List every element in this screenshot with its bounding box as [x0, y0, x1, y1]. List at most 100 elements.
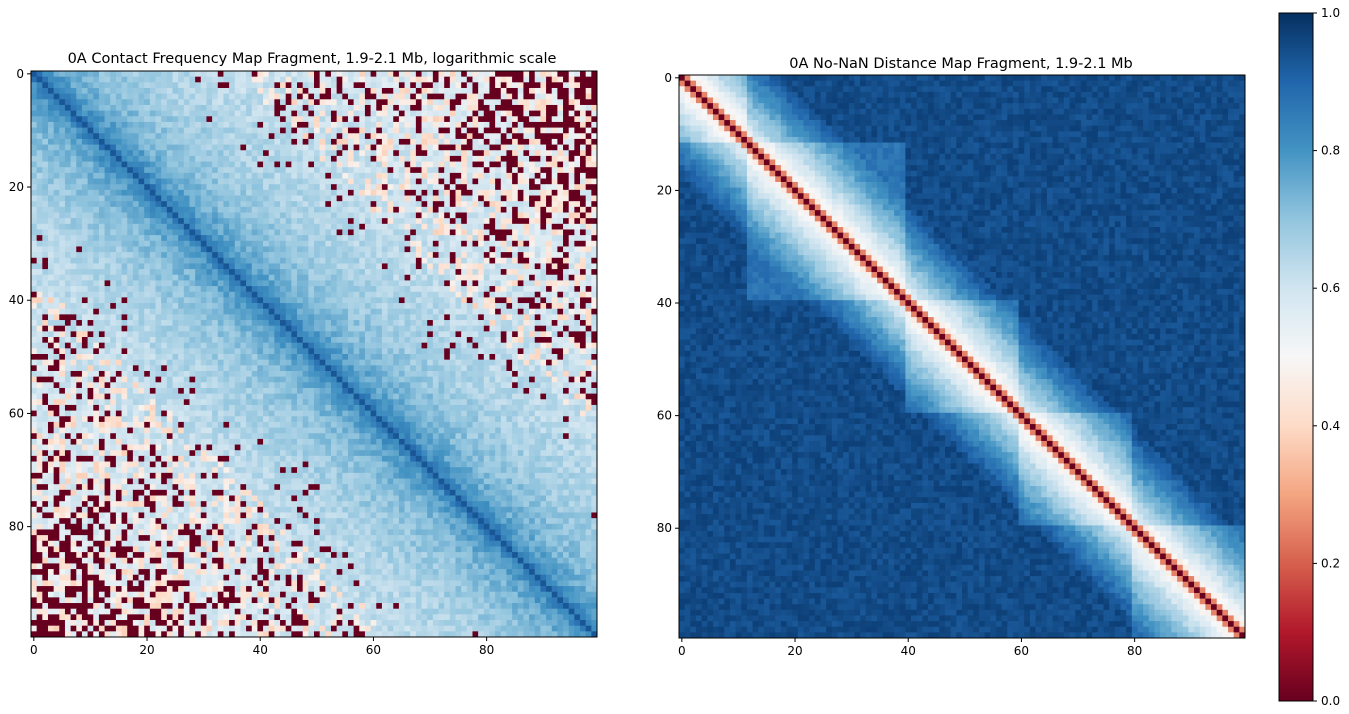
- contact-map-cell: [291, 303, 298, 310]
- contact-map-cell: [314, 263, 321, 270]
- contact-map-cell: [161, 201, 168, 208]
- contact-map-cell: [104, 82, 111, 89]
- contact-map-cell: [580, 127, 587, 134]
- contact-map-cell: [212, 269, 219, 276]
- contact-map-cell: [285, 280, 292, 287]
- contact-map-cell: [512, 342, 519, 349]
- contact-map-cell: [432, 172, 439, 179]
- contact-map-cell: [546, 184, 553, 191]
- contact-map-cell: [110, 297, 117, 304]
- contact-map-cell: [59, 348, 66, 355]
- contact-map-cell: [291, 274, 298, 281]
- contact-map-cell: [229, 127, 236, 134]
- contact-map-cell: [534, 76, 541, 83]
- contact-map-cell: [31, 342, 38, 349]
- contact-map-cell: [240, 274, 247, 281]
- contact-map-cell: [495, 206, 502, 213]
- contact-map-cell: [212, 76, 219, 83]
- contact-map-cell: [330, 263, 338, 270]
- contact-map-cell: [110, 342, 117, 349]
- contact-map-cell: [330, 257, 338, 264]
- contact-map-cell: [342, 314, 349, 321]
- contact-map-cell: [398, 116, 405, 123]
- contact-map-cell: [483, 167, 490, 174]
- contact-map-cell: [36, 314, 43, 321]
- contact-map-cell: [568, 138, 575, 145]
- contact-map-cell: [427, 144, 434, 151]
- contact-map-cell: [495, 229, 502, 236]
- contact-map-cell: [297, 348, 304, 355]
- contact-map-cell: [421, 218, 428, 225]
- contact-map-cell: [466, 325, 473, 332]
- contact-map-cell: [472, 93, 479, 100]
- contact-map-cell: [195, 144, 202, 151]
- contact-map-cell: [212, 314, 219, 321]
- contact-map-cell: [432, 308, 439, 315]
- contact-map-cell: [149, 127, 156, 134]
- contact-map-cell: [478, 172, 485, 179]
- contact-map-cell: [529, 133, 536, 140]
- contact-map-cell: [93, 133, 100, 140]
- contact-map-cell: [444, 274, 451, 281]
- contact-map-cell: [393, 303, 400, 310]
- contact-map-cell: [144, 235, 151, 242]
- contact-map-cell: [472, 348, 479, 355]
- contact-map-cell: [444, 201, 451, 208]
- contact-map-cell: [580, 99, 587, 106]
- contact-map-cell: [183, 138, 190, 145]
- contact-map-cell: [314, 342, 321, 349]
- contact-map-cell: [314, 155, 321, 162]
- contact-map-cell: [229, 342, 236, 349]
- contact-map-cell: [115, 223, 122, 230]
- contact-map-cell: [500, 87, 507, 95]
- contact-map-cell: [217, 99, 224, 106]
- contact-map-cell: [353, 71, 360, 78]
- contact-map-cell: [246, 195, 253, 202]
- contact-map-cell: [347, 184, 355, 191]
- contact-map-cell: [330, 71, 338, 78]
- contact-map-cell: [370, 320, 377, 327]
- contact-map-cell: [347, 240, 355, 247]
- contact-map-cell: [551, 320, 558, 327]
- contact-map-cell: [223, 269, 230, 276]
- contact-map-cell: [132, 133, 139, 140]
- contact-map-cell: [280, 167, 287, 174]
- contact-map-cell: [353, 138, 360, 145]
- contact-map-cell: [223, 263, 230, 270]
- contact-map-cell: [427, 308, 434, 315]
- contact-map-cell: [489, 87, 496, 95]
- contact-map-cell: [297, 201, 304, 208]
- contact-map-cell: [506, 104, 513, 112]
- contact-map-cell: [110, 172, 117, 179]
- contact-map-cell: [223, 121, 230, 128]
- contact-map-cell: [364, 201, 371, 208]
- contact-map-cell: [302, 121, 309, 128]
- contact-map-cell: [410, 189, 417, 196]
- contact-map-cell: [212, 308, 219, 315]
- contact-map-cell: [551, 184, 558, 191]
- contact-map-cell: [512, 87, 519, 95]
- contact-map-cell: [478, 195, 485, 202]
- contact-map-cell: [98, 167, 105, 174]
- contact-map-cell: [342, 269, 349, 276]
- contact-map-cell: [178, 308, 185, 315]
- contact-map-cell: [591, 308, 598, 315]
- contact-map-cell: [410, 246, 417, 253]
- contact-map-cell: [483, 229, 490, 236]
- contact-map-cell: [155, 150, 162, 157]
- contact-map-cell: [234, 240, 241, 247]
- contact-map-cell: [59, 320, 66, 327]
- contact-map-cell: [427, 195, 434, 202]
- contact-map-cell: [223, 87, 230, 95]
- contact-map-cell: [291, 87, 298, 95]
- contact-map-cell: [398, 303, 405, 310]
- contact-map-cell: [421, 337, 428, 344]
- contact-map-cell: [246, 286, 253, 293]
- contact-map-cell: [280, 121, 287, 128]
- contact-map-cell: [325, 178, 332, 185]
- contact-map-cell: [585, 320, 592, 327]
- contact-map-cell: [557, 286, 564, 293]
- contact-map-cell: [183, 184, 190, 191]
- contact-map-cell: [585, 116, 592, 123]
- contact-map-cell: [87, 127, 94, 134]
